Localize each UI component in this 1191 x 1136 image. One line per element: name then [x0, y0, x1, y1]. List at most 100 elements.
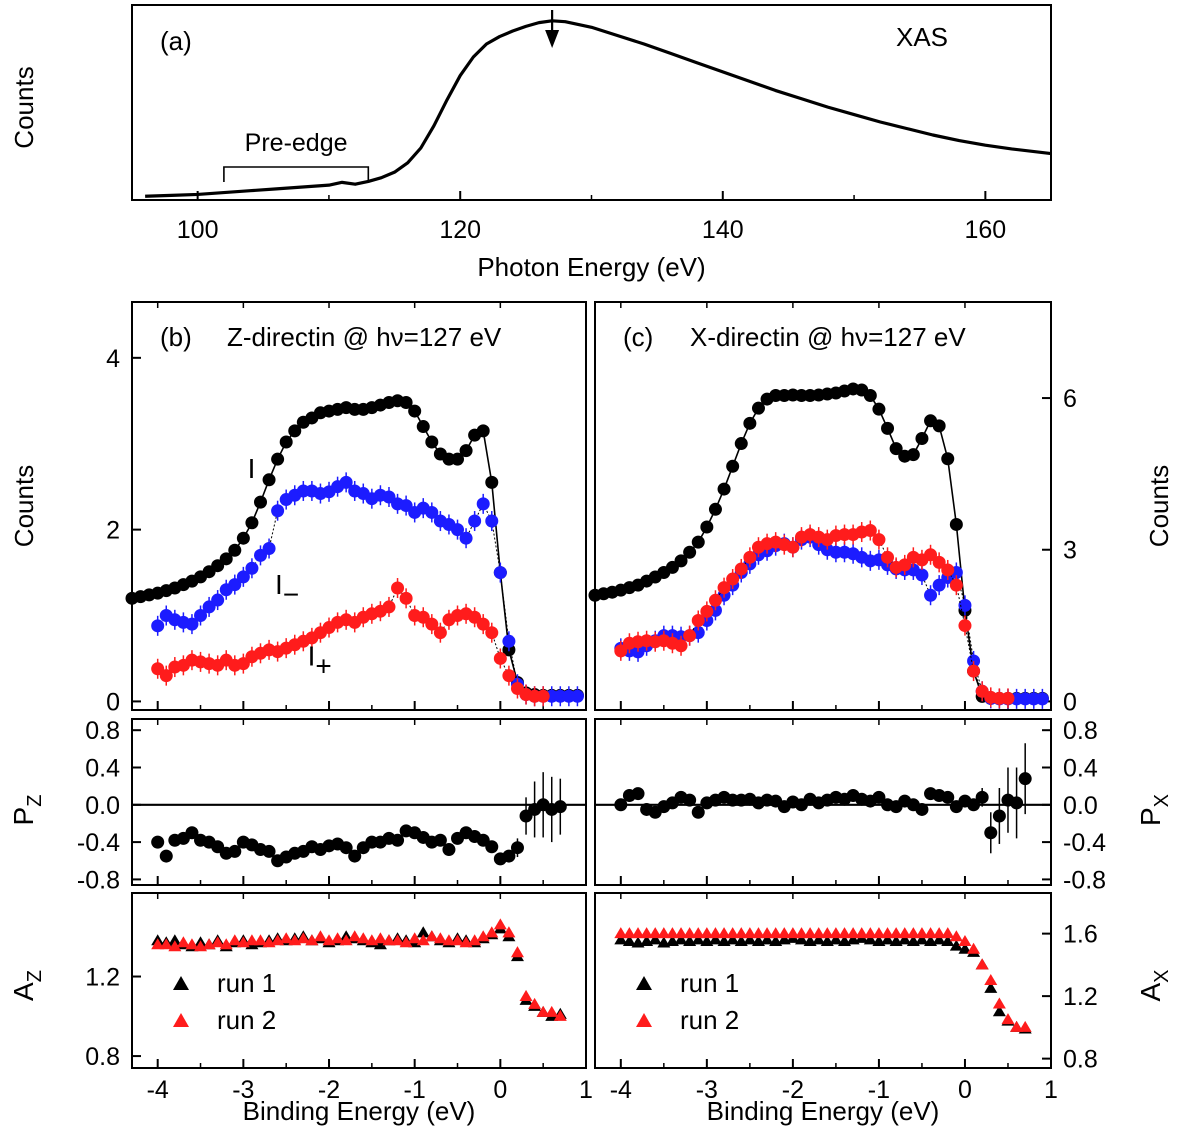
- data-point: [872, 533, 886, 547]
- y-tick-label: 6: [1063, 385, 1077, 413]
- panel-label: (b): [160, 322, 192, 352]
- data-point: [416, 420, 430, 434]
- data-point: [399, 936, 413, 948]
- data-point: [228, 934, 242, 946]
- data-point: [228, 543, 242, 557]
- data-point: [949, 517, 963, 531]
- y-axis-c: 0 3 6: [1042, 385, 1077, 716]
- x-axis-a: 100 120 140 160: [177, 191, 1006, 244]
- data-point: [889, 927, 903, 939]
- panel-label: (a): [160, 26, 192, 56]
- y-tick-label: 0: [106, 688, 120, 716]
- data-point: [348, 930, 362, 942]
- data-point: [476, 617, 490, 631]
- data-point: [408, 932, 422, 944]
- data-point: [863, 524, 877, 538]
- data-point: [502, 669, 516, 683]
- data-point: [262, 473, 276, 487]
- xas-curve: [145, 19, 1052, 198]
- series-c-2: [614, 520, 1015, 709]
- data-point: [468, 514, 482, 528]
- data-point: [459, 444, 473, 458]
- data-point: [674, 554, 688, 568]
- x-axis-label: Photon Energy (eV): [477, 252, 705, 282]
- y-axis-b: 0 2 4: [106, 345, 141, 716]
- data-point: [743, 550, 757, 564]
- data-point: [640, 927, 654, 939]
- series-c-1: [614, 527, 1049, 709]
- data-point: [442, 934, 456, 946]
- data-point: [305, 934, 319, 946]
- data-point: [236, 570, 250, 584]
- y-axis-label: Counts: [9, 66, 39, 148]
- data-point: [726, 927, 740, 939]
- data-point: [433, 833, 447, 847]
- data-point: [683, 927, 697, 939]
- y-tick-label: -0.8: [1063, 866, 1106, 894]
- data-point: [476, 424, 490, 438]
- data-point: [185, 826, 199, 840]
- x-tick-label: -1: [404, 1076, 426, 1104]
- svg-text:AZ: AZ: [8, 970, 46, 1001]
- data-point: [820, 927, 834, 939]
- data-point: [279, 435, 293, 449]
- data-point: [691, 933, 705, 945]
- data-point: [906, 927, 920, 939]
- data-point: [915, 568, 929, 582]
- data-point: [236, 531, 250, 545]
- frame-ax: [594, 892, 1052, 1069]
- series-b-1: [151, 472, 584, 707]
- y-tick-label: 2: [106, 517, 120, 545]
- series-ax-0: [614, 931, 1032, 1034]
- data-point: [803, 927, 817, 939]
- data-point: [262, 844, 276, 858]
- data-point: [941, 563, 955, 577]
- data-point: [949, 578, 963, 592]
- data-point: [519, 989, 533, 1001]
- curve-label: I: [248, 453, 256, 484]
- x-tick-label: -4: [147, 1076, 169, 1104]
- panel-title: Z-directin @ hν=127 eV: [227, 322, 502, 352]
- data-point: [734, 927, 748, 939]
- data-point: [924, 927, 938, 939]
- data-point: [468, 934, 482, 946]
- data-point: [924, 588, 938, 602]
- data-point: [941, 452, 955, 466]
- data-point: [451, 934, 465, 946]
- data-point: [743, 416, 757, 430]
- x-axis-az: -4 -3 -2 -1 0 1: [147, 893, 593, 1104]
- data-point: [425, 930, 439, 942]
- data-point: [700, 927, 714, 939]
- svg-text:AX: AX: [1135, 969, 1173, 1001]
- data-point: [1035, 692, 1049, 706]
- data-point: [433, 626, 447, 640]
- y-tick-label: 0.8: [85, 1043, 120, 1071]
- data-point: [726, 459, 740, 473]
- legend-marker: [636, 1013, 652, 1027]
- data-point: [356, 932, 370, 944]
- data-point: [674, 933, 688, 945]
- legend: run 1 run 2: [636, 968, 739, 1035]
- data-point: [476, 930, 490, 942]
- data-point: [717, 581, 731, 595]
- data-point: [760, 933, 774, 945]
- frame-az: [131, 892, 587, 1069]
- x-tick-label: 1: [1044, 1076, 1058, 1104]
- data-point: [399, 591, 413, 605]
- svg-text:PZ: PZ: [8, 795, 46, 826]
- data-point: [288, 424, 302, 438]
- data-point: [941, 934, 955, 946]
- data-point: [924, 548, 938, 562]
- data-point: [726, 572, 740, 586]
- data-point: [510, 946, 524, 958]
- data-point: [451, 452, 465, 466]
- data-point: [984, 974, 998, 986]
- data-point: [700, 520, 714, 534]
- data-point: [708, 927, 722, 939]
- data-point: [1001, 691, 1015, 705]
- data-point: [228, 578, 242, 592]
- data-point: [622, 934, 636, 946]
- data-point: [296, 932, 310, 944]
- data-point: [1010, 796, 1024, 810]
- data-point: [889, 442, 903, 456]
